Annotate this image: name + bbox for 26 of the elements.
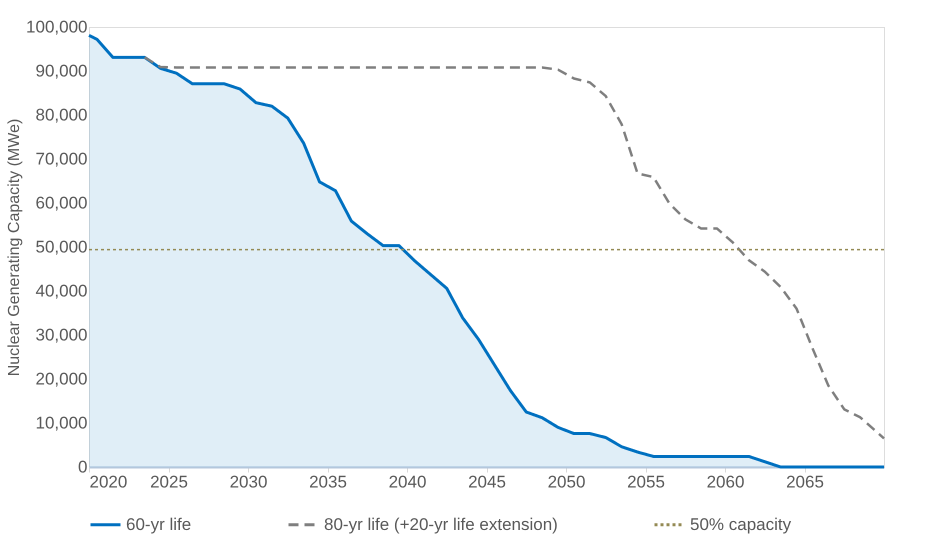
x-tick-label: 2045 [468,472,506,492]
x-tick-label: 2040 [388,472,426,492]
x-tick-label: 2035 [309,472,347,492]
y-tick-label: 90,000 [36,62,88,80]
x-tick-label: 2020 [90,472,128,492]
x-tick-label: 2060 [706,472,744,492]
y-tick-label: 0 [78,458,88,476]
x-tick-label: 2050 [548,472,586,492]
x-tick-label: 2065 [786,472,824,492]
y-tick-label: 10,000 [36,414,88,432]
legend-label: 80-yr life (+20-yr life extension) [324,514,558,534]
y-tick-label: 30,000 [36,326,88,344]
y-tick-label: 40,000 [36,282,88,300]
y-axis-title: Nuclear Generating Capacity (MWe) [6,118,24,376]
y-tick-label: 70,000 [36,150,88,168]
legend-label: 60-yr life [126,514,192,534]
x-tick-label: 2025 [150,472,188,492]
y-tick-label: 20,000 [36,370,88,388]
y-tick-label: 100,000 [26,18,88,36]
y-tick-label: 60,000 [36,194,88,212]
y-tick-label: 80,000 [36,106,88,124]
x-tick-label: 2055 [627,472,665,492]
legend-label: 50% capacity [690,514,792,534]
x-tick-label: 2030 [230,472,268,492]
y-tick-label: 50,000 [36,238,88,256]
line-series [143,56,886,440]
